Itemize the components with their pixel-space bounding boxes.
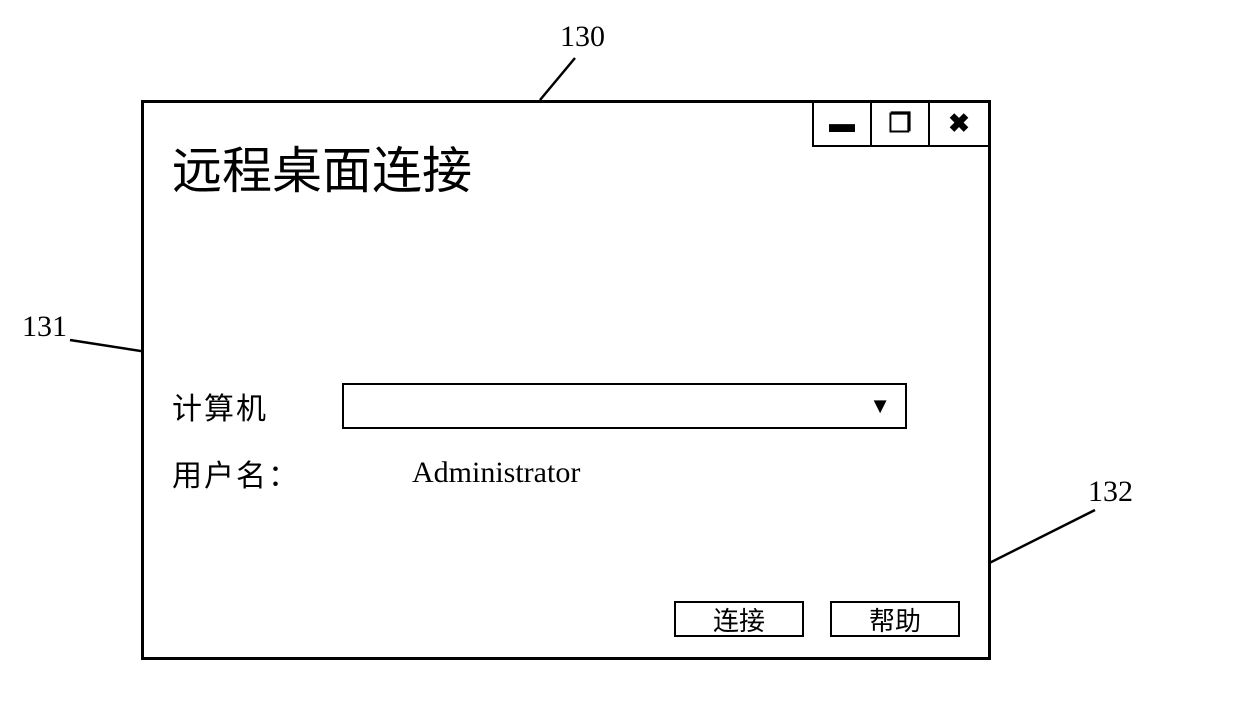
maximize-button[interactable]: ❐ [872, 103, 930, 145]
username-row: 用户名： Administrator [172, 451, 960, 495]
remote-desktop-window: ▬ ❐ ✖ 远程桌面连接 计算机 ▼ 用户名： Administrator [141, 100, 991, 660]
maximize-icon: ❐ [888, 109, 911, 139]
window-controls: ▬ ❐ ✖ [812, 103, 988, 147]
callout-131-label: 131 [22, 310, 67, 344]
close-button[interactable]: ✖ [930, 103, 988, 145]
chevron-down-icon: ▼ [869, 393, 891, 419]
callout-130-label: 130 [560, 20, 605, 54]
computer-label: 计算机 [172, 384, 342, 428]
minimize-icon: ▬ [829, 109, 855, 139]
help-button-label: 帮助 [869, 601, 921, 638]
username-label: 用户名： [172, 451, 342, 495]
diagram-root: 130 131 132 ▬ ❐ ✖ 远程桌面连接 计算机 [0, 0, 1240, 717]
callout-132-label: 132 [1088, 475, 1133, 509]
minimize-button[interactable]: ▬ [814, 103, 872, 145]
computer-row: 计算机 ▼ [172, 383, 960, 429]
window-title: 远程桌面连接 [172, 131, 472, 203]
username-value: Administrator [412, 456, 580, 490]
connect-button-label: 连接 [713, 601, 765, 638]
computer-combobox[interactable]: ▼ [342, 383, 907, 429]
button-row: 连接 帮助 [674, 601, 960, 637]
close-icon: ✖ [948, 109, 970, 139]
form-area: 计算机 ▼ 用户名： Administrator [172, 383, 960, 517]
help-button[interactable]: 帮助 [830, 601, 960, 637]
connect-button[interactable]: 连接 [674, 601, 804, 637]
